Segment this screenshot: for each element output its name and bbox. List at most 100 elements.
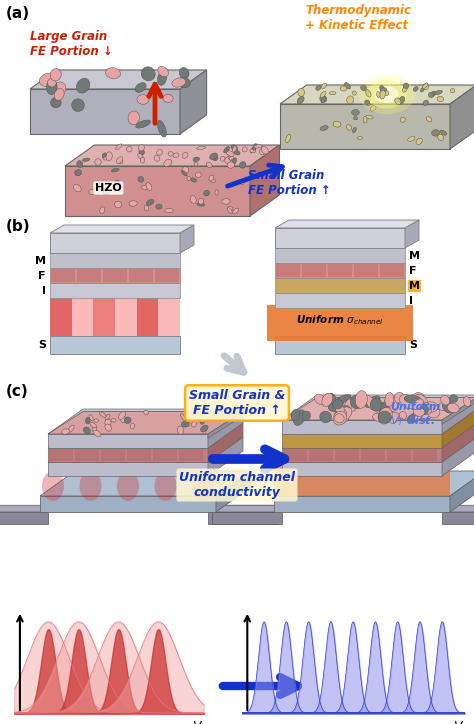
Ellipse shape: [355, 391, 367, 408]
Polygon shape: [212, 512, 282, 524]
Ellipse shape: [400, 411, 407, 419]
Ellipse shape: [346, 96, 354, 104]
Ellipse shape: [201, 425, 208, 432]
Ellipse shape: [220, 156, 225, 161]
Polygon shape: [275, 228, 405, 248]
Bar: [274, 453, 450, 496]
Polygon shape: [48, 423, 243, 448]
Polygon shape: [180, 70, 207, 134]
Ellipse shape: [464, 397, 471, 406]
Ellipse shape: [343, 399, 352, 415]
Ellipse shape: [210, 153, 218, 159]
Ellipse shape: [233, 146, 237, 153]
Ellipse shape: [297, 96, 304, 104]
Ellipse shape: [450, 88, 455, 93]
Text: Uniform $\sigma_{channel}$: Uniform $\sigma_{channel}$: [296, 313, 384, 327]
Ellipse shape: [138, 177, 144, 182]
Ellipse shape: [398, 96, 405, 104]
Ellipse shape: [322, 393, 333, 406]
Bar: [103, 269, 127, 282]
Ellipse shape: [164, 159, 172, 167]
Bar: [302, 264, 326, 277]
Bar: [72, 298, 93, 336]
Ellipse shape: [320, 125, 328, 130]
Ellipse shape: [423, 100, 428, 106]
Ellipse shape: [412, 399, 423, 409]
Polygon shape: [280, 104, 450, 149]
Bar: [275, 278, 405, 293]
Ellipse shape: [336, 407, 352, 421]
Ellipse shape: [383, 90, 389, 96]
Ellipse shape: [239, 161, 246, 168]
Polygon shape: [282, 434, 442, 448]
Ellipse shape: [77, 161, 83, 167]
Ellipse shape: [182, 152, 188, 159]
Ellipse shape: [190, 195, 196, 203]
Polygon shape: [274, 496, 450, 512]
Ellipse shape: [228, 208, 232, 214]
Ellipse shape: [375, 411, 391, 419]
Ellipse shape: [157, 120, 166, 137]
Bar: [51, 269, 75, 282]
Polygon shape: [65, 145, 279, 166]
Text: $V_T$: $V_T$: [453, 720, 469, 724]
Polygon shape: [282, 437, 474, 462]
Ellipse shape: [103, 155, 108, 160]
Bar: [283, 449, 307, 461]
Ellipse shape: [114, 180, 120, 185]
Polygon shape: [65, 166, 250, 216]
Ellipse shape: [103, 189, 109, 195]
Ellipse shape: [333, 400, 343, 409]
Ellipse shape: [73, 185, 81, 192]
Ellipse shape: [335, 403, 344, 414]
Ellipse shape: [191, 178, 197, 182]
Text: (b): (b): [6, 219, 31, 234]
Ellipse shape: [329, 91, 336, 95]
Ellipse shape: [182, 170, 187, 176]
Ellipse shape: [438, 401, 451, 411]
Ellipse shape: [233, 209, 238, 214]
Ellipse shape: [365, 396, 380, 408]
Ellipse shape: [93, 430, 101, 437]
Ellipse shape: [378, 408, 392, 424]
Text: M: M: [35, 256, 46, 266]
Polygon shape: [208, 409, 243, 448]
Ellipse shape: [206, 162, 212, 168]
Ellipse shape: [253, 143, 257, 151]
Polygon shape: [48, 448, 208, 462]
Polygon shape: [442, 409, 474, 448]
Ellipse shape: [428, 405, 440, 418]
Ellipse shape: [105, 414, 110, 420]
Ellipse shape: [390, 398, 399, 405]
Ellipse shape: [89, 190, 95, 195]
Ellipse shape: [222, 198, 230, 204]
Ellipse shape: [321, 97, 326, 103]
Ellipse shape: [144, 205, 149, 211]
Ellipse shape: [431, 91, 436, 96]
Ellipse shape: [224, 146, 229, 153]
Polygon shape: [30, 89, 180, 134]
Ellipse shape: [62, 429, 70, 434]
Ellipse shape: [227, 162, 235, 168]
Polygon shape: [442, 397, 474, 424]
Ellipse shape: [111, 418, 116, 422]
Polygon shape: [274, 471, 474, 496]
Ellipse shape: [191, 421, 197, 427]
Ellipse shape: [350, 395, 364, 408]
Bar: [275, 336, 405, 354]
Text: M: M: [409, 281, 420, 291]
Ellipse shape: [155, 471, 176, 501]
Text: Thermodynamic
+ Kinetic Effect: Thermodynamic + Kinetic Effect: [305, 4, 411, 32]
Ellipse shape: [328, 401, 338, 412]
Ellipse shape: [380, 90, 385, 99]
Ellipse shape: [47, 79, 56, 87]
Ellipse shape: [76, 78, 90, 93]
Ellipse shape: [127, 146, 132, 152]
Bar: [158, 298, 180, 336]
Ellipse shape: [416, 138, 422, 145]
Ellipse shape: [366, 115, 373, 119]
Bar: [179, 449, 203, 461]
Ellipse shape: [422, 83, 428, 89]
Ellipse shape: [172, 78, 186, 87]
Ellipse shape: [437, 96, 444, 101]
